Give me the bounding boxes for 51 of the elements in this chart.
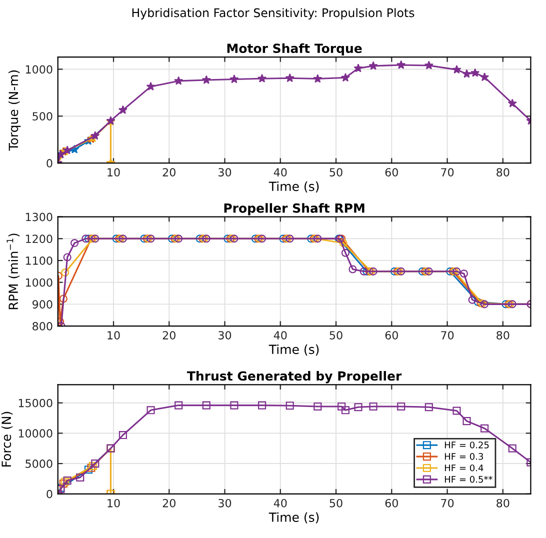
x-tick-label: 20 [162,498,176,508]
x-tick-label: 20 [162,331,176,340]
legend-label: HF = 0.3 [444,453,484,460]
legend-label: HF = 0.5** [444,476,492,483]
y-axis-title: Force (N) [1,412,13,466]
y-tick-label: 500 [32,112,52,120]
y-tick-label: 5000 [26,460,52,468]
x-tick-label: 60 [385,498,398,508]
x-tick-label: 50 [330,168,342,176]
x-tick-label: 60 [385,331,398,340]
y-axis-title: Torque (N-m) [8,70,21,151]
x-axis-title: Time (s) [268,181,319,193]
legend-label: HF = 0.25 [444,442,489,448]
x-axis-title: Time (s) [268,344,319,356]
y-tick-label: 0 [46,490,52,498]
x-tick-label: 60 [385,168,398,176]
chart-title: Thrust Generated by Propeller [186,371,402,384]
y-axis-title: RPM (min$^{−1}$) [6,234,20,310]
y-tick-label: 1100 [26,256,52,265]
x-tick-label: 70 [441,331,454,340]
y-tick-label: 800 [32,322,52,330]
y-tick-label: 1000 [26,278,52,287]
x-tick-label: 30 [218,331,232,340]
x-tick-label: 20 [162,168,176,176]
x-tick-label: 70 [441,498,454,508]
y-tick-label: 1000 [26,65,52,74]
x-tick-label: 40 [274,168,287,176]
x-tick-label: 30 [218,498,232,508]
legend-label: HF = 0.4 [444,464,484,472]
y-tick-label: 15000 [18,398,52,408]
x-axis-title: Time (s) [268,512,319,524]
x-tick-label: 80 [496,331,510,340]
y-tick-label: 1300 [26,212,52,222]
chart-title: Propeller Shaft RPM [224,203,364,216]
x-tick-label: 40 [274,498,287,508]
y-tick-label: 10000 [18,429,52,438]
text: Hybridisation Factor Sensitivity: Propulsion Plots [132,8,414,20]
y-tick-label: 900 [32,300,52,309]
x-tick-label: 30 [218,168,232,176]
x-tick-label: 10 [108,168,120,176]
x-tick-label: 80 [496,168,510,176]
chart-title: Motor Shaft Torque [227,43,362,56]
y-tick-label: 0 [46,158,52,168]
x-tick-label: 70 [441,168,454,176]
y-tick-label: 1200 [26,234,52,244]
x-tick-label: 50 [330,331,342,340]
x-tick-label: 40 [274,331,287,340]
x-tick-label: 50 [330,498,342,508]
x-tick-label: 10 [108,498,120,508]
x-tick-label: 80 [496,498,510,508]
x-tick-label: 10 [108,331,120,340]
